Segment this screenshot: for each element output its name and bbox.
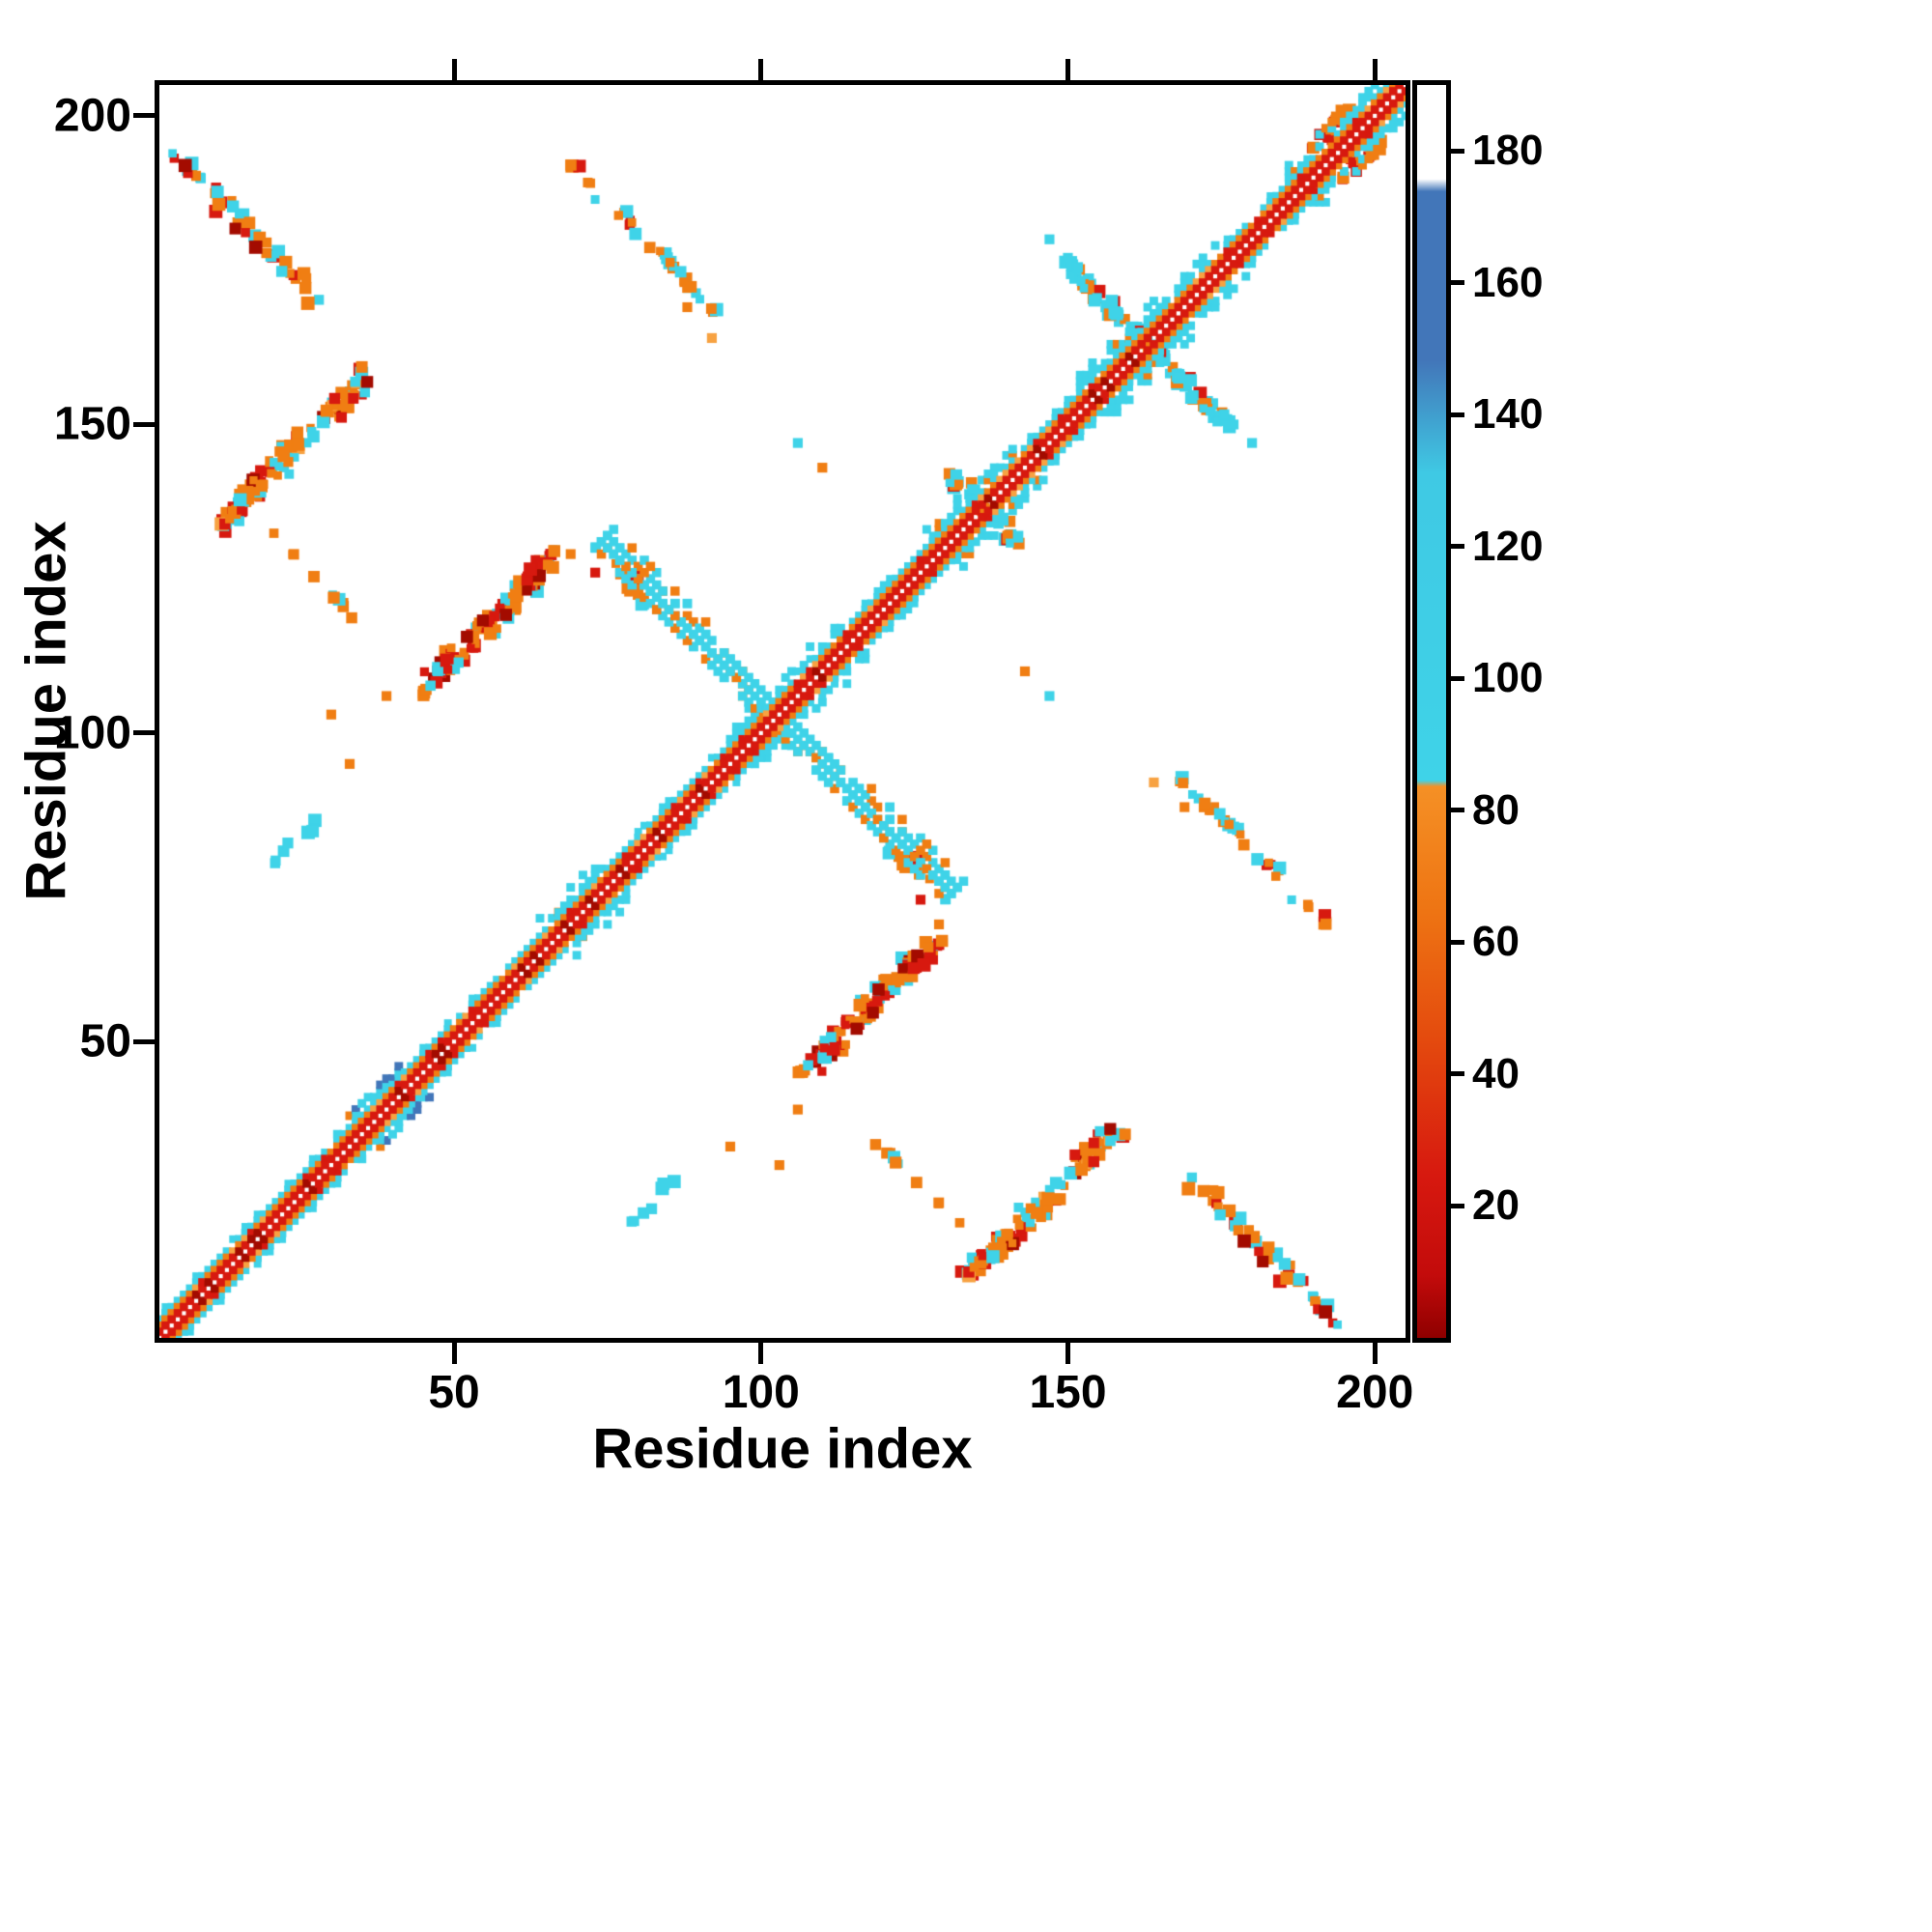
x-tick-label: 50 [428,1367,480,1418]
x-tick-mark [1065,1343,1070,1364]
x-tick-label: 150 [1029,1367,1107,1418]
x-tick-mark [758,1343,764,1364]
y-tick-mark [133,421,155,427]
x-top-tick-mark [1372,59,1378,80]
y-tick-label: 50 [79,1015,131,1067]
x-top-tick-mark [451,59,457,80]
x-tick-mark [1372,1343,1378,1364]
x-top-tick-mark [1065,59,1070,80]
colorbar [1412,80,1451,1343]
colorbar-tick-label: 40 [1472,1049,1520,1097]
colorbar-tick-label: 140 [1472,390,1544,439]
x-top-tick-mark [758,59,764,80]
colorbar-tick-mark [1451,675,1464,681]
colorbar-tick-mark [1451,1203,1464,1208]
y-tick-label: 150 [53,398,131,450]
colorbar-tick-label: 120 [1472,522,1544,570]
colorbar-tick-mark [1451,412,1464,417]
y-tick-mark [133,1038,155,1044]
colorbar-tick-mark [1451,280,1464,286]
colorbar-tick-label: 20 [1472,1181,1520,1230]
colorbar-tick-mark [1451,544,1464,550]
plot-area [155,80,1410,1343]
colorbar-tick-mark [1451,1071,1464,1077]
y-tick-label: 200 [53,90,131,142]
x-tick-label: 200 [1336,1367,1414,1418]
x-tick-label: 100 [722,1367,800,1418]
colorbar-tick-label: 100 [1472,654,1544,702]
colorbar-tick-mark [1451,939,1464,945]
x-tick-mark [451,1343,457,1364]
colorbar-tick-label: 80 [1472,785,1520,834]
y-tick-mark [133,730,155,736]
colorbar-tick-label: 60 [1472,918,1520,966]
colorbar-tick-label: 160 [1472,258,1544,306]
y-tick-mark [133,113,155,119]
colorbar-tick-label: 180 [1472,127,1544,175]
y-tick-label: 100 [53,707,131,759]
colorbar-tick-mark [1451,808,1464,813]
colorbar-tick-mark [1451,148,1464,154]
x-axis-label: Residue index [592,1417,973,1481]
contact-map-canvas [159,85,1406,1338]
